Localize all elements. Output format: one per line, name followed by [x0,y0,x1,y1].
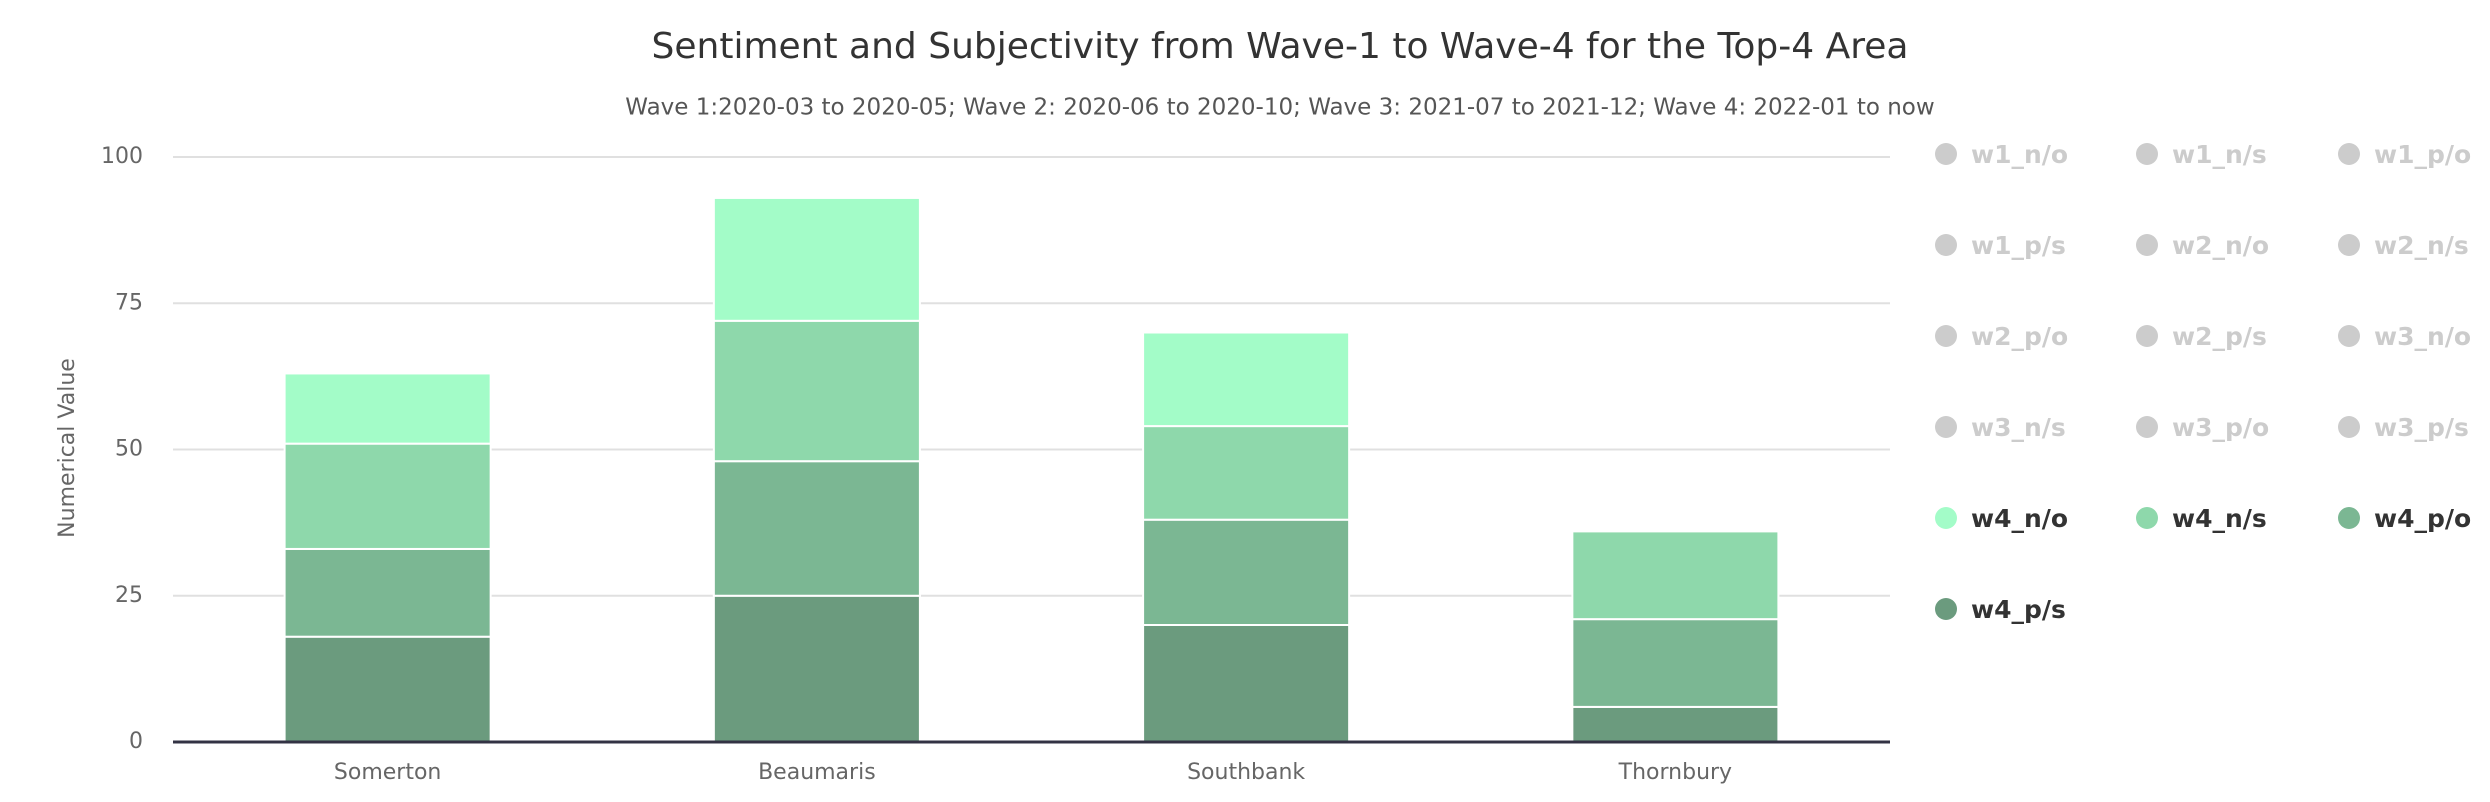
legend-label[interactable]: w2_p/s [2172,322,2267,351]
legend-label[interactable]: w1_p/o [2374,140,2471,169]
bar-segment [283,372,492,445]
legend-marker[interactable] [2338,234,2360,256]
chart-title: Sentiment and Subjectivity from Wave-1 t… [652,26,1909,67]
legend-marker[interactable] [2338,507,2360,529]
legend-marker[interactable] [2338,416,2360,438]
legend-marker[interactable] [2136,507,2158,529]
legend-marker[interactable] [1935,143,1957,165]
legend-label[interactable]: w1_p/s [1971,231,2066,260]
bar-segment [1142,624,1351,743]
bar-segment [712,460,921,597]
y-tick-label: 0 [129,729,143,754]
legend-label[interactable]: w4_p/s [1971,595,2066,624]
bar-segment [283,442,492,550]
bar-segment [1142,518,1351,627]
legend-label[interactable]: w3_p/o [2172,413,2269,442]
bar-segment [1571,618,1780,708]
legend-marker[interactable] [1935,507,1957,529]
legend-label[interactable]: w3_p/s [2374,413,2469,442]
bar-segment [1571,530,1780,621]
x-tick-label: Somerton [334,760,441,785]
legend-marker[interactable] [2338,325,2360,347]
bar-segment [1142,425,1351,521]
legend-label[interactable]: w1_n/s [2172,140,2267,169]
bar-segment [712,594,921,743]
legend-label[interactable]: w4_p/o [2374,504,2471,533]
legend-label[interactable]: w4_n/o [1971,504,2068,533]
y-tick-label: 50 [115,437,143,462]
bar-segment [712,319,921,463]
legend-label[interactable]: w1_n/o [1971,140,2068,169]
legend-marker[interactable] [2136,325,2158,347]
y-tick-label: 75 [115,290,143,315]
legend-label[interactable]: w4_n/s [2172,504,2267,533]
legend-marker[interactable] [1935,234,1957,256]
y-tick-label: 100 [101,144,143,169]
bar-segment [1142,331,1351,428]
legend-marker[interactable] [1935,598,1957,620]
legend-marker[interactable] [2338,143,2360,165]
chart-subtitle: Wave 1:2020-03 to 2020-05; Wave 2: 2020-… [625,95,1934,121]
legend-marker[interactable] [2136,234,2158,256]
x-tick-label: Southbank [1187,760,1305,785]
legend-label[interactable]: w2_p/o [1971,322,2068,351]
bar-segment [1571,705,1780,744]
legend-label[interactable]: w3_n/s [1971,413,2066,442]
x-tick-label: Beaumaris [758,760,876,785]
legend-label[interactable]: w3_n/o [2374,322,2471,351]
legend-marker[interactable] [2136,143,2158,165]
y-axis-label: Numerical Value [55,358,80,538]
y-tick-label: 25 [115,583,143,608]
legend-label[interactable]: w2_n/s [2374,231,2469,260]
legend-marker[interactable] [2136,416,2158,438]
legend-marker[interactable] [1935,416,1957,438]
bar-segment [283,547,492,638]
bar-segment [283,635,492,744]
x-tick-label: Thornbury [1618,760,1732,785]
legend-marker[interactable] [1935,325,1957,347]
bar-segment [712,196,921,322]
legend-label[interactable]: w2_n/o [2172,231,2269,260]
